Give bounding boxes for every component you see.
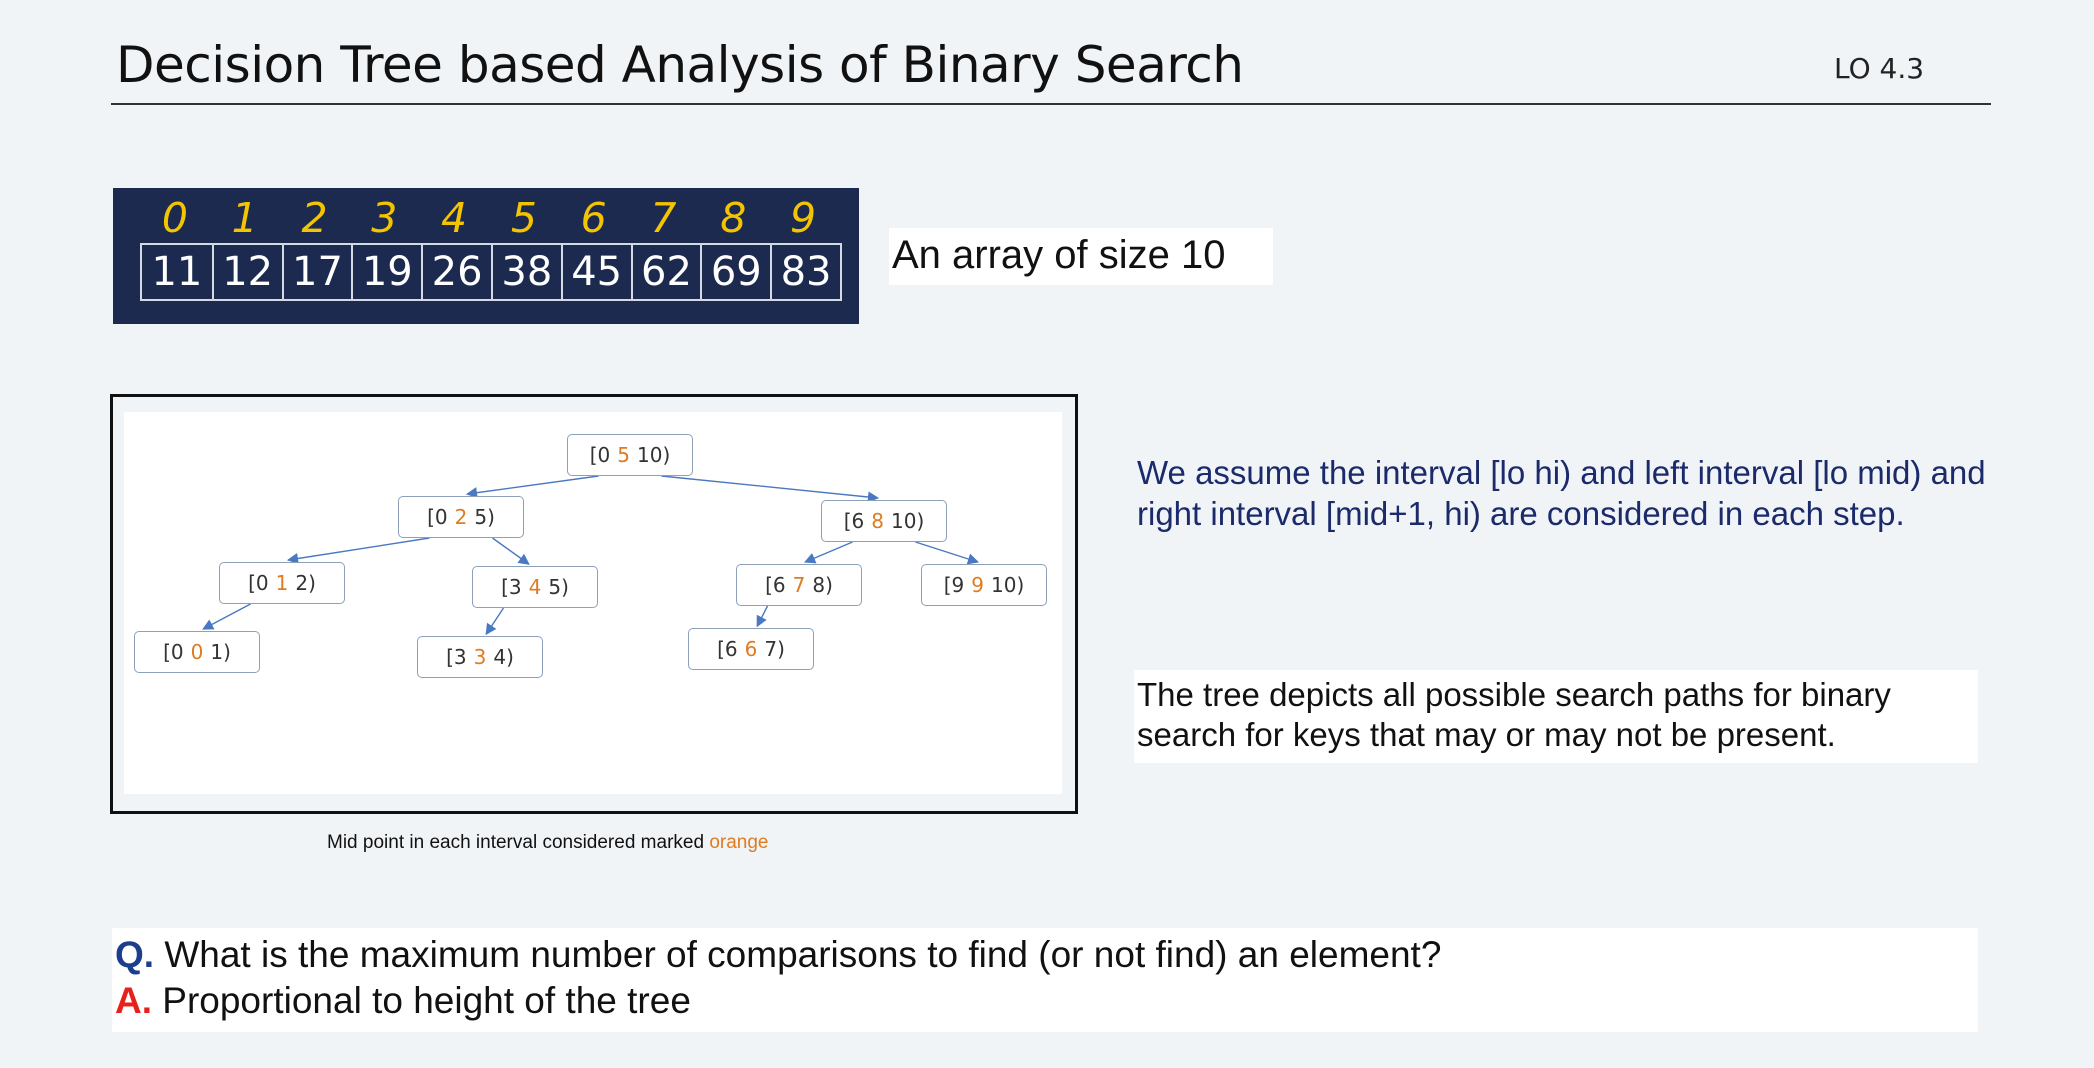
answer-text: Proportional to height of the tree [152,980,691,1021]
tree-node-lo: [0 [589,443,611,467]
array-index: 9 [790,194,817,242]
tree-node-lo: [0 [427,505,448,529]
array-cell: 83 [770,245,840,299]
tree-node-lo: [6 [717,637,738,661]
tree-node-mid: 1 [275,571,289,595]
tree-node-mid: 4 [528,575,542,599]
array-index: 5 [510,194,537,242]
array-cell: 11 [151,249,203,295]
tree-edge [485,607,505,636]
tree-node-lo: [0 [248,571,269,595]
array-index: 6 [580,194,607,242]
search-paths-text: The tree depicts all possible search pat… [1134,670,1978,763]
tree-edge [202,603,251,630]
tree-node-lo: [6 [765,573,786,597]
tree-edge [804,541,853,564]
tree-node-hi: 10) [991,573,1025,597]
tree-node-mid: 0 [190,640,204,664]
tree-node-lo: [3 [446,645,467,669]
array-cell: 12 [211,245,282,299]
tree-node: [0 1 2) [219,562,345,604]
question-label: Q. [115,934,155,975]
decision-tree-frame: [0 5 10) [0 2 5) [6 8 10) [0 1 2) [3 4 5) [6 7 8) [9 9 10) [0… [110,394,1078,814]
tree-node: [9 9 10) [921,564,1047,606]
tree-node: [3 4 5) [472,566,598,608]
tree-node-hi: 5) [548,575,569,599]
array-index: 2 [301,194,328,242]
tree-edge [661,475,880,503]
answer-label: A. [115,980,152,1021]
array-cell: 17 [281,245,352,299]
tree-node-mid: 5 [617,443,630,467]
tree-node-mid: 2 [454,505,468,529]
array-index: 1 [231,194,258,242]
array-value-row: 11 12 17 19 26 38 45 62 69 83 [140,243,842,301]
tree-node-hi: 10) [891,509,925,533]
tree-edge [492,537,530,565]
tree-node-hi: 7) [764,637,785,661]
tree-node-mid: 8 [871,509,884,533]
tree-edges [202,475,980,636]
tree-node: [6 8 10) [821,500,947,542]
question-answer-box: Q. What is the maximum number of compari… [112,928,1978,1032]
array-cell: 19 [351,245,421,299]
array-index: 7 [650,194,677,242]
array-cell: 45 [560,245,631,299]
tree-node: [6 6 7) [688,628,814,670]
answer-line: A. Proportional to height of the tree [115,978,1978,1024]
array-index: 3 [371,194,398,242]
tree-node: [0 2 5) [398,496,524,538]
tree-node-mid: 3 [473,645,487,669]
tree-note-highlight: orange [709,832,769,853]
tree-legend-note: Mid point in each interval considered ma… [327,832,768,854]
tree-node-mid: 9 [971,573,984,597]
tree-node-hi: 10) [637,443,671,467]
tree-note-text: Mid point in each interval considered ma… [327,832,710,853]
question-line: Q. What is the maximum number of compari… [115,932,1978,978]
tree-node: [6 7 8) [736,564,862,606]
tree-node-lo: [0 [163,640,184,664]
tree-node-hi: 5) [474,505,495,529]
tree-node-lo: [6 [843,509,865,533]
array-cell: 62 [630,245,701,299]
tree-node-mid: 6 [744,637,758,661]
title-divider [111,103,1991,105]
tree-node-mid: 7 [792,573,806,597]
tree-edge [915,541,980,565]
array-index: 4 [441,194,468,242]
decision-tree-canvas: [0 5 10) [0 2 5) [6 8 10) [0 1 2) [3 4 5) [6 7 8) [9 9 10) [0… [124,412,1062,794]
tree-edge [286,537,430,565]
array-index: 0 [161,194,188,242]
array-cell: 38 [490,245,561,299]
array-cell: 69 [700,245,770,299]
tree-node: [0 0 1) [134,631,260,673]
question-text: What is the maximum number of comparison… [154,934,1442,975]
tree-node: [0 5 10) [567,434,693,476]
array-cell: 26 [421,245,491,299]
interval-assumption-text: We assume the interval [lo hi) and left … [1137,454,1986,532]
tree-node: [3 3 4) [417,636,543,678]
tree-node-hi: 2) [295,571,316,595]
tree-edge [465,475,599,499]
tree-node-hi: 8) [812,573,833,597]
array-index: 8 [720,194,747,242]
tree-node-hi: 4) [493,645,514,669]
tree-node-lo: [3 [501,575,522,599]
learning-objective-tag: LO 4.3 [1834,52,1925,85]
tree-edge [756,605,769,628]
tree-node-hi: 1) [210,640,231,664]
tree-node-lo: [9 [943,573,965,597]
slide-title: Decision Tree based Analysis of Binary S… [116,36,1244,94]
array-caption: An array of size 10 [889,228,1273,285]
